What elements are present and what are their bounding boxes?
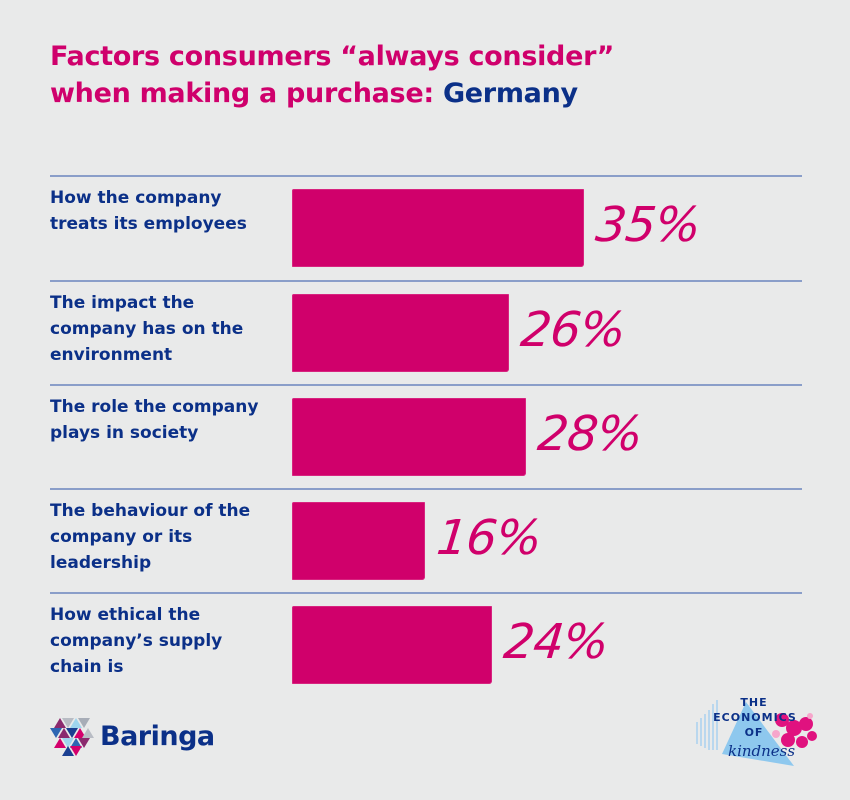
campaign-graphic-icon <box>696 700 817 766</box>
bar <box>292 606 492 684</box>
bar <box>292 502 425 580</box>
chart-row: How ethical the company’s supply chain i… <box>50 592 802 696</box>
title-line-1: Factors consumers “always consider” <box>50 41 615 72</box>
bar <box>292 294 509 372</box>
baringa-triangles-icon <box>50 718 94 756</box>
title-line-2: when making a purchase: Germany <box>50 75 810 112</box>
row-label: The behaviour of the company or its lead… <box>50 501 251 573</box>
chart-row: The impact the company has on the enviro… <box>50 280 802 384</box>
chart-title: Factors consumers “always consider” when… <box>50 38 810 112</box>
row-label: How ethical the company’s supply chain i… <box>50 605 223 677</box>
chart-row: The behaviour of the company or its lead… <box>50 488 802 592</box>
bar <box>292 398 526 476</box>
row-label: How the company treats its employees <box>50 188 247 234</box>
economics-of-kindness-logo: THE ECONOMICS OF kindness <box>690 690 830 780</box>
baringa-wordmark: Baringa <box>100 720 215 752</box>
value-label: 26% <box>518 302 628 358</box>
value-label: 35% <box>593 197 703 253</box>
bar <box>292 189 584 267</box>
campaign-logo-line-1: THE <box>740 696 768 709</box>
value-label: 24% <box>501 614 611 670</box>
chart-row: How the company treats its employees 35% <box>50 175 802 279</box>
title-country: Germany <box>442 78 578 109</box>
value-label: 16% <box>434 510 544 566</box>
baringa-logo: Baringa <box>50 716 215 756</box>
campaign-logo-line-3: OF <box>744 726 764 739</box>
campaign-logo-line-2: ECONOMICS <box>713 711 797 724</box>
campaign-logo-line-4: kindness <box>728 742 796 760</box>
row-label: The role the company plays in society <box>50 397 259 443</box>
row-label: The impact the company has on the enviro… <box>50 293 244 365</box>
title-line-2-prefix: when making a purchase: <box>50 78 443 109</box>
value-label: 28% <box>535 406 645 462</box>
chart-row: The role the company plays in society 28% <box>50 384 802 488</box>
